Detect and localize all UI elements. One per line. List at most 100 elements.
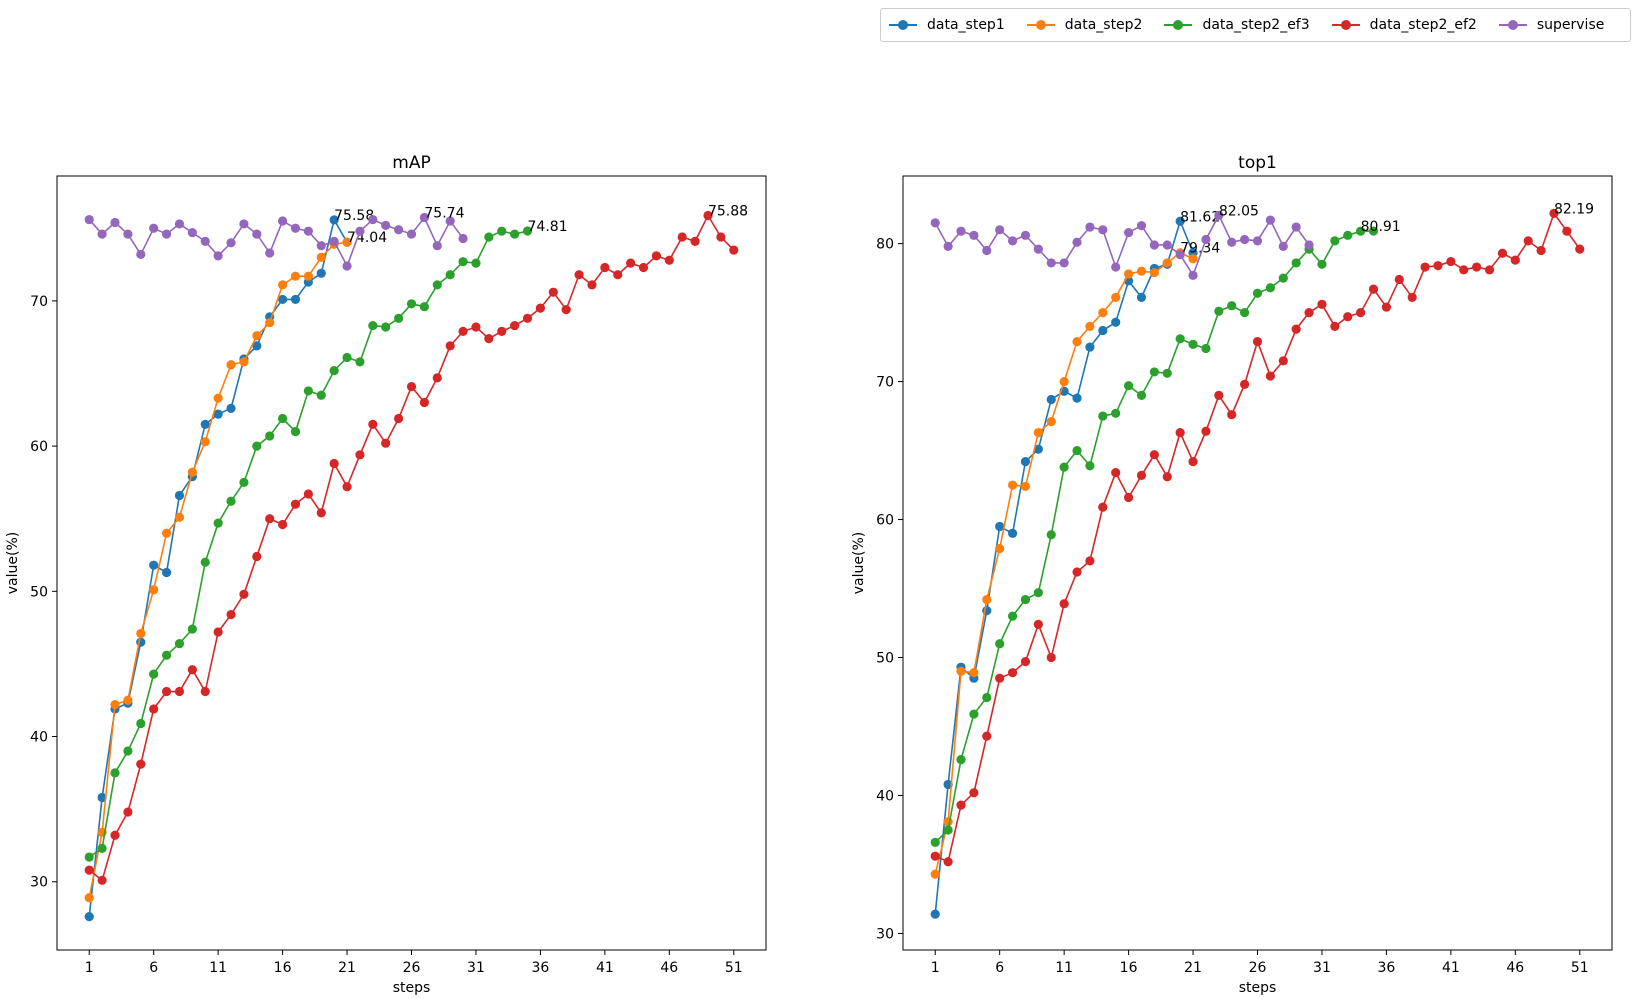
data-point [497,226,507,236]
data-point [213,409,223,419]
data-point [394,313,404,323]
data-point [329,215,339,225]
data-point [200,557,210,567]
data-point [161,528,172,538]
data-point [1085,342,1095,352]
data-point [252,551,262,562]
data-point [329,365,339,376]
data-point [342,482,352,492]
data-point [1033,428,1043,438]
data-point [930,869,940,879]
data-point [136,759,146,769]
x-tick-label: 16 [274,960,292,976]
data-point [1007,668,1018,678]
data-point [1046,394,1056,405]
data-point [982,731,992,741]
x-tick-label: 31 [1313,960,1331,976]
data-point [1201,426,1211,436]
data-point [161,650,172,660]
data-point [943,817,953,827]
legend-item-data_step2: data_step2 [1026,17,1142,33]
data-point [123,695,133,705]
series-line [88,215,464,268]
data-point [1059,462,1069,472]
data-point [277,413,288,424]
data-point [716,232,726,242]
data-point [1149,240,1159,250]
legend-label: supervise [1536,17,1605,33]
data-point [265,248,275,258]
y-tick-label: 40 [30,730,48,746]
data-point [290,271,301,281]
series-line [934,213,1310,278]
data-point [982,594,992,605]
data-point [432,373,442,383]
data-point [1381,302,1392,312]
data-point [995,639,1005,649]
data-point [1368,226,1379,236]
data-point [329,236,339,246]
data-label: 75.74 [424,206,464,222]
data-point [1407,292,1417,303]
data-point [943,825,953,835]
data-point [484,232,494,242]
data-label: 79.34 [1180,241,1220,257]
data-point [1162,472,1172,482]
data-point [1033,444,1043,454]
x-tick-label: 21 [338,960,356,976]
data-point [316,241,326,251]
data-point [1175,250,1185,260]
data-point [239,219,249,229]
data-point [1240,234,1250,245]
data-label: 75.58 [334,208,374,224]
data-point [174,219,185,229]
data-point [265,514,275,524]
data-point [1072,237,1082,247]
data-point [342,261,352,271]
data-point [1123,269,1134,279]
data-point [174,638,185,649]
data-point [290,499,301,509]
data-point [213,393,223,403]
data-point [1046,258,1056,268]
data-point [535,303,546,313]
data-point [995,521,1005,532]
data-point [1123,492,1134,503]
series-line [934,211,1581,863]
y-tick-label: 80 [876,237,894,253]
data-point [613,270,623,280]
data-point [303,489,313,499]
data-point [1291,258,1301,268]
x-tick-label: 16 [1120,960,1138,976]
data-point [265,318,275,328]
data-point [149,223,159,233]
data-point [1046,530,1056,540]
data-point [1472,262,1482,272]
data-point [995,673,1005,683]
series-supervise: 82.05 [930,203,1314,280]
data-point [626,258,636,268]
data-point [1227,237,1237,247]
legend-label: data_step1 [927,17,1005,33]
data-point [149,560,159,570]
data-point [1214,210,1224,220]
data-point [355,226,365,236]
legend-swatch [889,19,917,31]
data-point [930,909,940,919]
data-point [445,270,455,280]
data-point [213,518,223,528]
data-label: 75.88 [708,203,748,219]
data-point [930,851,940,861]
data-point [226,403,236,413]
data-point [1343,312,1353,322]
x-tick-label: 36 [1377,960,1395,976]
data-point [1343,230,1353,240]
data-point [1446,256,1456,267]
data-point [1188,270,1198,280]
data-point [510,320,520,331]
data-point [1240,379,1250,389]
data-point [277,216,288,226]
data-point [97,229,107,239]
data-point [381,322,391,332]
data-point [368,214,378,225]
